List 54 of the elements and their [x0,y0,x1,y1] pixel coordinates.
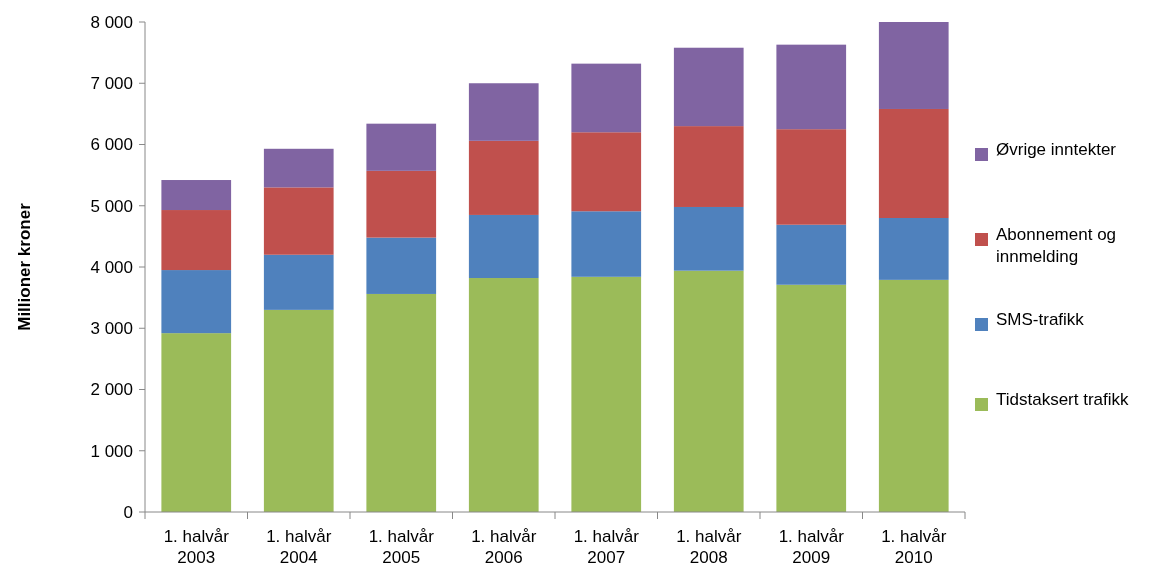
bar [673,126,744,207]
bar [366,170,437,238]
bar [161,270,232,334]
bar [776,44,847,130]
x-tick-label: 1. halvår 2010 [881,527,947,567]
bar [468,214,539,279]
bar [776,224,847,285]
bar [776,284,847,512]
y-tick-label: 8 000 [90,12,133,32]
bar [878,279,949,512]
y-tick-label: 0 [123,502,133,522]
bar [776,129,847,225]
bar [161,180,232,211]
x-tick-label: 1. halvår 2006 [471,527,537,567]
y-tick-label: 4 000 [90,257,133,277]
y-axis-title: Millioner kroner [15,202,34,331]
bar [263,309,334,512]
bar [468,83,539,141]
x-tick-label: 1. halvår 2003 [163,527,230,567]
bar [263,187,334,255]
x-tick-label: 1. halvår 2009 [778,527,845,567]
bar [468,140,539,215]
bar [263,254,334,310]
bar [878,108,949,218]
bar [878,218,949,280]
legend-label: Tidstaksert trafikk [996,390,1130,409]
x-tick-label: 1. halvår 2007 [573,527,640,567]
bar [673,47,744,127]
bar [263,148,334,188]
bar [878,22,949,109]
legend-label: SMS-trafikk [996,310,1085,329]
bar [571,132,642,212]
bar [366,293,437,512]
bar [571,63,642,133]
bar [161,333,232,512]
y-tick-label: 7 000 [90,74,133,94]
bar [366,237,437,294]
bar [366,123,437,171]
legend-label: Abonnement og innmelding [996,225,1117,266]
bar [571,211,642,277]
y-tick-label: 6 000 [90,135,133,155]
bar [673,270,744,512]
x-tick-label: 1. halvår 2004 [266,527,332,567]
bar [571,276,642,512]
bar [673,206,744,271]
bar [468,278,539,512]
x-tick-label: 1. halvår 2008 [676,527,742,567]
bar [161,210,232,271]
y-tick-label: 5 000 [90,196,133,216]
legend-label: Øvrige inntekter [996,140,1117,159]
y-tick-label: 2 000 [90,380,133,400]
y-tick-label: 1 000 [90,441,133,461]
x-tick-label: 1. halvår 2005 [368,527,435,567]
y-tick-label: 3 000 [90,319,133,339]
